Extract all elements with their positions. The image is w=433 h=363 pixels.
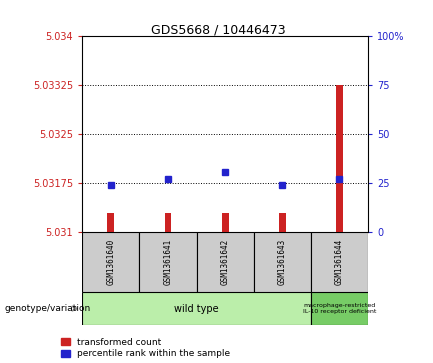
Legend: transformed count, percentile rank within the sample: transformed count, percentile rank withi… [61,338,230,359]
Bar [254,232,311,292]
Bar [165,213,171,232]
Text: GSM1361642: GSM1361642 [221,239,229,285]
Bar [311,232,368,292]
Text: GSM1361643: GSM1361643 [278,239,287,285]
Bar [82,232,139,292]
Bar [336,85,343,232]
Bar [107,213,114,232]
Text: GSM1361640: GSM1361640 [107,239,115,285]
Bar [311,292,368,325]
Text: GSM1361641: GSM1361641 [164,239,172,285]
Bar [82,292,311,325]
Text: GDS5668 / 10446473: GDS5668 / 10446473 [152,24,286,37]
Text: wild type: wild type [174,303,219,314]
Bar [197,232,254,292]
Text: genotype/variation: genotype/variation [4,304,90,313]
Bar [139,232,197,292]
Bar [222,213,229,232]
Text: macrophage-restricted
IL-10 receptor deficient: macrophage-restricted IL-10 receptor def… [303,303,376,314]
Bar [279,213,286,232]
Text: GSM1361644: GSM1361644 [335,239,344,285]
